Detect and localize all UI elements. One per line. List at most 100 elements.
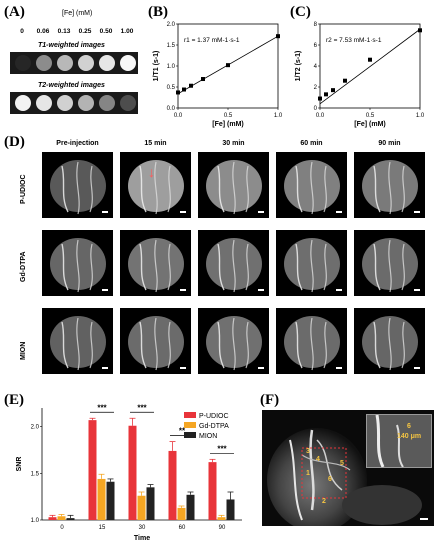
data-point	[201, 77, 205, 82]
vessel-image-drawing	[267, 428, 422, 526]
legend-swatch	[184, 412, 196, 418]
y-tick-label: 2.0	[167, 22, 176, 28]
timepoint-header: 15 min	[144, 140, 167, 147]
bar	[146, 487, 155, 520]
timepoint-header: 90 min	[378, 140, 401, 147]
bar	[217, 517, 226, 520]
bar	[226, 499, 235, 520]
scale-bar	[336, 289, 342, 291]
rate-annotation: r2 = 7.53 mM-1·s-1	[326, 37, 382, 44]
mri-scan	[276, 308, 347, 374]
phantom-tube	[99, 55, 115, 71]
legend-label: P-UDIOC	[199, 413, 229, 420]
scale-bar	[180, 289, 186, 291]
scale-bar	[258, 367, 264, 369]
t2-strip	[10, 92, 138, 114]
mri-scan	[354, 308, 425, 374]
bar	[186, 494, 195, 520]
legend-label: MION	[199, 433, 217, 440]
scale-bar	[102, 367, 108, 369]
scale-bar	[414, 367, 420, 369]
panel-label-f: (F)	[260, 392, 280, 408]
rate-annotation: r1 = 1.37 mM-1·s-1	[184, 37, 240, 44]
y-tick-label: 1.5	[31, 471, 40, 477]
x-tick-label: 0.5	[224, 113, 233, 119]
mri-scan	[276, 230, 347, 296]
arrow-icon: ↓	[148, 164, 155, 180]
timepoint-header: 60 min	[300, 140, 323, 147]
data-point	[318, 96, 322, 101]
bar	[88, 420, 97, 520]
data-point	[189, 83, 193, 88]
brain-drawing	[284, 316, 340, 371]
contrast-agent-label: Gd-DTPA	[20, 251, 27, 282]
phantom-tube	[36, 95, 52, 111]
bar	[177, 507, 186, 520]
legend-swatch	[184, 422, 196, 428]
y-tick-label: 8	[314, 22, 318, 28]
inset-image: 6 140 μm	[366, 414, 432, 468]
data-point	[324, 92, 328, 97]
y-tick-label: 1.0	[31, 518, 40, 524]
y-tick-label: 0.0	[167, 106, 176, 112]
data-point	[182, 87, 186, 92]
scale-bar	[102, 289, 108, 291]
phantom-tube	[120, 95, 136, 111]
concentration-value: 0.06	[36, 28, 50, 35]
brain-drawing	[284, 160, 340, 215]
legend-swatch	[184, 432, 196, 438]
brain-drawing	[284, 238, 340, 293]
inset-drawing	[375, 414, 404, 468]
concentration-value: 0.25	[78, 28, 92, 35]
x-tick-label: 0.0	[316, 113, 325, 119]
data-point	[343, 78, 347, 83]
data-point	[368, 57, 372, 62]
scale-bar	[180, 211, 186, 213]
x-tick-label: 0	[60, 525, 64, 531]
scale-bar	[258, 289, 264, 291]
t2-label: T2-weighted images	[38, 82, 105, 89]
concentration-value: 1.00	[120, 28, 134, 35]
x-axis-label: [Fe] (mM)	[354, 121, 386, 128]
inset-vessel-size: 140 μm	[397, 433, 422, 440]
scale-bar	[258, 211, 264, 213]
vessel-label: 4	[316, 456, 320, 463]
y-tick-label: 6	[314, 43, 318, 49]
concentration-value: 0.50	[99, 28, 113, 35]
phantom-tube	[57, 55, 73, 71]
bar	[168, 450, 177, 520]
bar	[106, 481, 115, 520]
y-tick-label: 2	[314, 85, 318, 91]
phantom-tube	[57, 95, 73, 111]
x-tick-label: 1.0	[416, 113, 425, 119]
data-point	[276, 34, 280, 39]
brain-drawing	[50, 238, 106, 293]
data-point	[226, 63, 230, 68]
brain-drawing	[128, 316, 184, 371]
mri-scan	[198, 230, 269, 296]
phantom-tube	[15, 55, 31, 71]
concentration-value: 0.13	[57, 28, 71, 35]
significance-marker: **	[179, 427, 186, 436]
brain-drawing	[206, 316, 262, 371]
brain-drawing	[50, 316, 106, 371]
y-tick-label: 2.0	[31, 425, 40, 431]
scale-bar	[180, 367, 186, 369]
legend-label: Gd-DTPA	[199, 423, 229, 430]
significance-marker: ***	[97, 403, 107, 412]
bar	[57, 516, 66, 520]
mri-scan	[276, 152, 347, 218]
data-point	[418, 28, 422, 33]
x-tick-label: 0.5	[366, 113, 375, 119]
y-tick-label: 0.5	[167, 85, 176, 91]
mri-scan	[42, 152, 113, 218]
y-tick-label: 0	[314, 106, 318, 112]
concentration-value: 0	[20, 28, 24, 35]
panel-label-c: (C)	[290, 4, 311, 20]
scale-bar	[414, 211, 420, 213]
y-axis-label: 1/T1 (s-1)	[153, 51, 160, 82]
brain-drawing	[362, 160, 418, 215]
timepoint-header: 30 min	[222, 140, 245, 147]
y-tick-label: 1.5	[167, 43, 176, 49]
